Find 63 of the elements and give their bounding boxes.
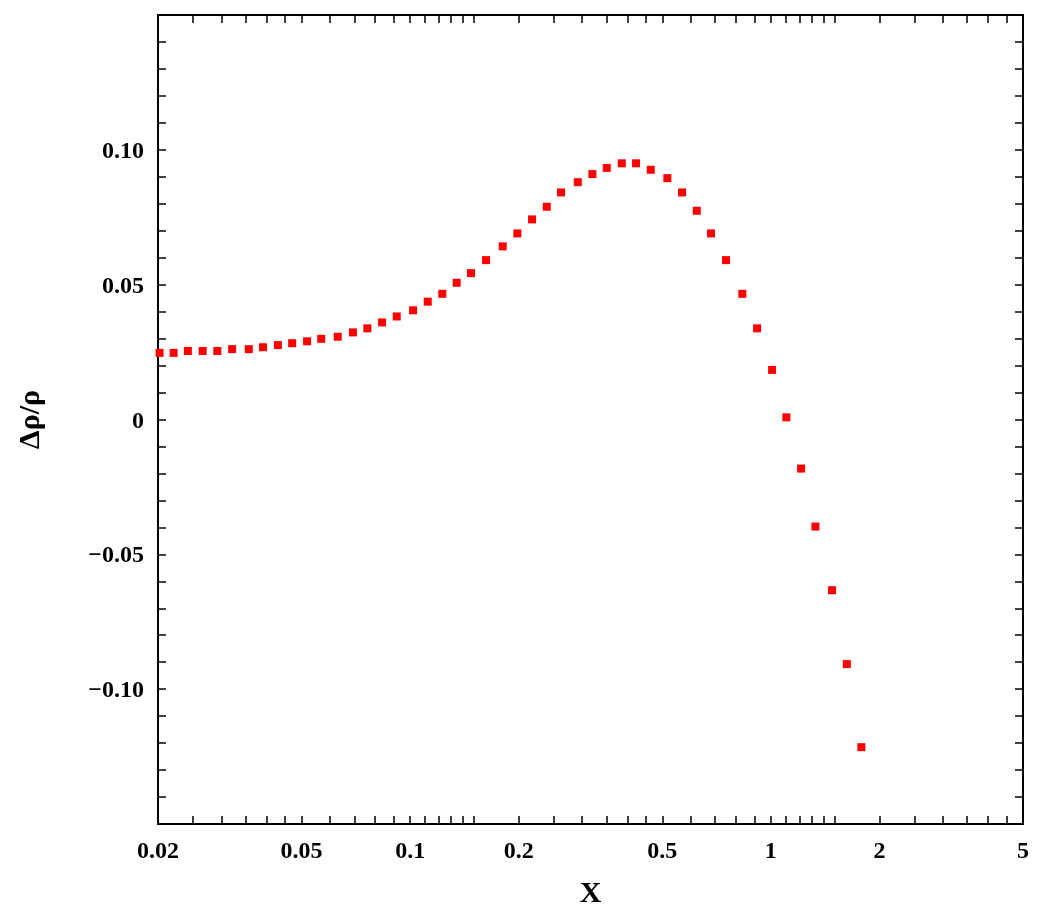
x-tick-label: 0.5 bbox=[647, 837, 678, 863]
point bbox=[617, 159, 626, 168]
point bbox=[797, 464, 806, 473]
y-tick-label: −0.05 bbox=[88, 541, 144, 568]
point bbox=[602, 163, 611, 172]
point bbox=[303, 337, 312, 346]
point bbox=[228, 345, 237, 354]
point bbox=[811, 522, 820, 531]
point bbox=[273, 341, 282, 350]
point bbox=[573, 178, 582, 187]
point bbox=[409, 306, 418, 315]
x-tick-label: 1 bbox=[764, 837, 777, 863]
point bbox=[438, 289, 447, 298]
point bbox=[528, 215, 537, 224]
point bbox=[392, 312, 401, 321]
y-tick-label: −0.10 bbox=[88, 676, 144, 703]
point bbox=[513, 229, 522, 238]
point bbox=[828, 586, 837, 595]
x-tick-label: 0.1 bbox=[395, 837, 426, 863]
point bbox=[707, 229, 716, 238]
point bbox=[646, 165, 655, 174]
point bbox=[198, 347, 207, 355]
point bbox=[753, 324, 762, 333]
y-tick-label: 0.10 bbox=[102, 136, 144, 163]
x-axis-title: X bbox=[579, 874, 602, 908]
point bbox=[678, 188, 687, 197]
point bbox=[423, 297, 432, 306]
point bbox=[692, 206, 701, 215]
point bbox=[857, 743, 866, 752]
x-tick-label: 0.02 bbox=[137, 837, 179, 863]
point bbox=[768, 365, 777, 374]
point bbox=[155, 348, 164, 357]
point bbox=[183, 347, 192, 355]
point bbox=[467, 269, 476, 278]
point bbox=[663, 174, 672, 183]
y-tick-label: 0.05 bbox=[102, 271, 144, 298]
point bbox=[557, 188, 566, 197]
point bbox=[317, 334, 326, 343]
x-tick-label: 2 bbox=[873, 837, 886, 863]
x-tick-label: 0.2 bbox=[503, 837, 534, 863]
point bbox=[482, 256, 491, 265]
x-tick-label: 5 bbox=[1017, 837, 1029, 863]
point bbox=[244, 345, 253, 354]
point bbox=[498, 242, 507, 251]
y-tick-label: 0 bbox=[132, 406, 144, 433]
point bbox=[782, 413, 791, 422]
point bbox=[738, 289, 747, 298]
point bbox=[632, 159, 641, 168]
point bbox=[542, 202, 551, 211]
point bbox=[452, 278, 461, 287]
y-axis-title: Δρ/ρ bbox=[11, 389, 45, 450]
point bbox=[363, 324, 372, 333]
point bbox=[722, 256, 731, 265]
point bbox=[842, 660, 851, 669]
x-tick-label: 0.05 bbox=[280, 837, 323, 863]
point bbox=[348, 328, 357, 337]
point bbox=[588, 170, 597, 179]
point bbox=[288, 339, 297, 348]
point bbox=[378, 318, 387, 327]
point bbox=[213, 347, 222, 355]
point bbox=[259, 343, 268, 352]
point bbox=[333, 332, 342, 341]
point bbox=[169, 348, 178, 357]
